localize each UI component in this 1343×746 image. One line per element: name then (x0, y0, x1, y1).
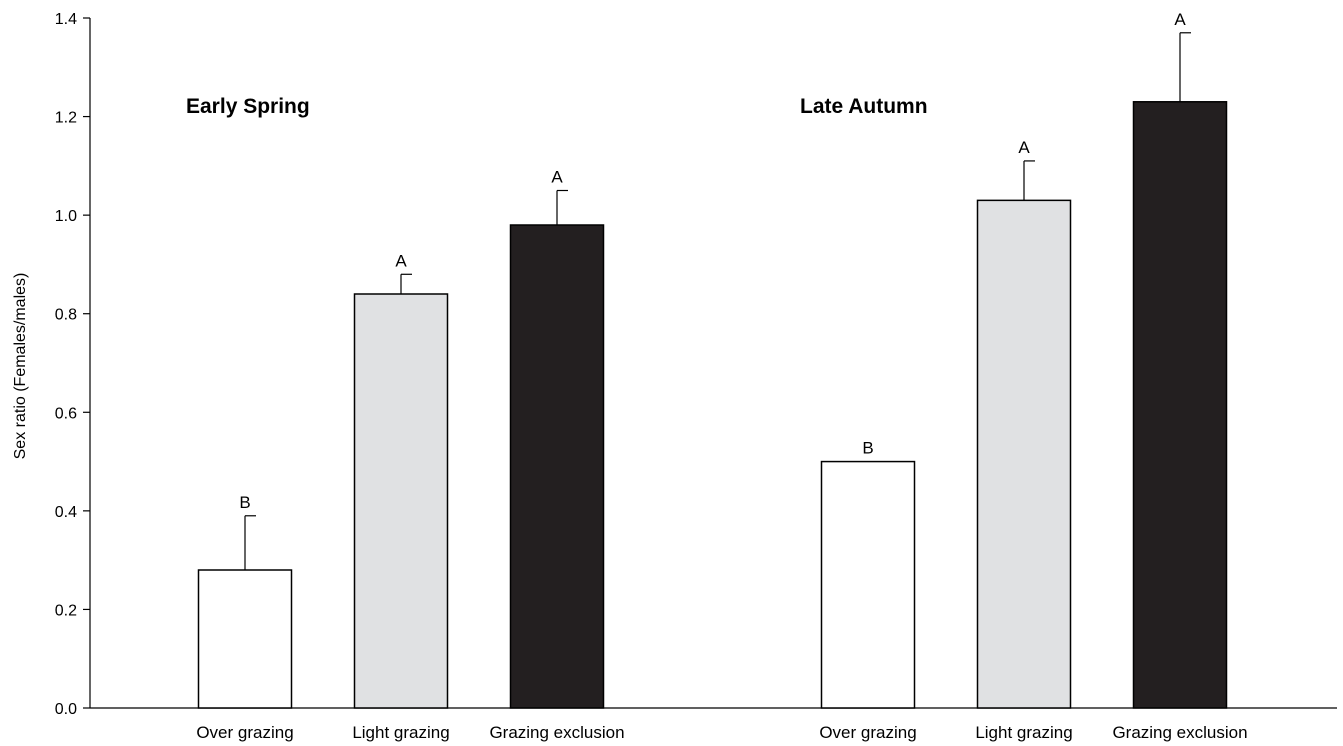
bar (353, 293, 449, 709)
significance-label: B (239, 493, 250, 512)
significance-label: B (862, 439, 873, 458)
group-title: Late Autumn (800, 95, 928, 118)
bar (1132, 101, 1228, 709)
group-title: Early Spring (186, 95, 310, 118)
y-tick-label: 0.0 (55, 701, 77, 718)
y-tick-label: 0.8 (55, 307, 77, 324)
y-tick-label: 0.6 (55, 405, 77, 422)
category-label: Over grazing (196, 723, 293, 742)
labels: Early Spring B Over grazing A Light grazing A… (186, 10, 1248, 742)
category-label: Grazing exclusion (1112, 723, 1247, 742)
significance-label: A (551, 168, 563, 187)
axes: 0.0 0.2 0.4 0.6 0.8 1.0 1.2 1.4 (55, 11, 1337, 718)
significance-label: A (1174, 10, 1186, 29)
y-tick-label: 0.4 (55, 504, 77, 521)
y-tick-label: 1.4 (55, 11, 77, 28)
y-tick-label: 0.2 (55, 602, 77, 619)
category-label: Light grazing (975, 723, 1072, 742)
y-tick-label: 1.2 (55, 110, 77, 127)
bars (197, 32, 1228, 709)
significance-label: A (1018, 138, 1030, 157)
bar (509, 224, 605, 709)
bar (976, 199, 1072, 709)
y-tick-label: 1.0 (55, 208, 77, 225)
category-label: Over grazing (819, 723, 916, 742)
significance-label: A (395, 251, 407, 270)
category-label: Light grazing (352, 723, 449, 742)
bar (820, 460, 916, 709)
category-label: Grazing exclusion (489, 723, 624, 742)
y-axis-title: Sex ratio (Females/males) (12, 273, 29, 460)
bar (197, 569, 293, 709)
